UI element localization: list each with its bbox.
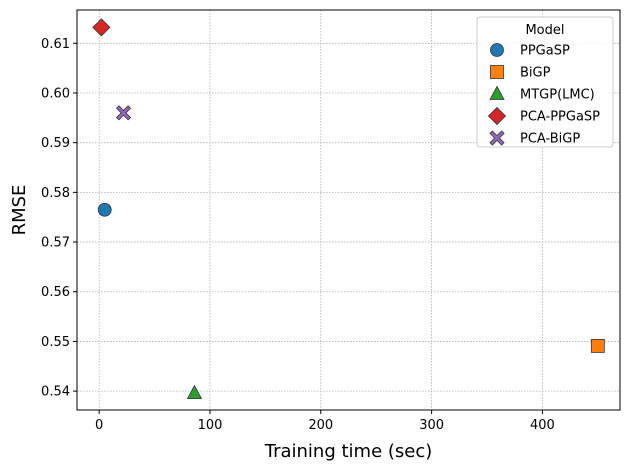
legend-title: Model — [525, 23, 564, 38]
plot-frame — [76, 9, 621, 411]
data-points — [92, 18, 605, 400]
y-tick-label: 0.59 — [41, 136, 70, 151]
legend-label-bigp: BiGP — [520, 66, 551, 81]
y-tick-label: 0.60 — [41, 86, 70, 101]
legend-label-mtgp-lmc: MTGP(LMC) — [520, 88, 595, 103]
point-bigp — [590, 339, 605, 353]
legend-marker-pca-ppgasp — [487, 106, 507, 126]
y-axis-ticks: 0.54 0.55 0.56 0.57 0.58 0.59 0.60 0.61 — [41, 37, 77, 400]
legend-label-pca-bigp: PCA-BiGP — [520, 132, 580, 147]
point-ppgasp — [97, 202, 112, 217]
grid-lines — [77, 10, 620, 410]
legend-marker-pca-bigp — [489, 130, 505, 146]
legend-box — [476, 16, 614, 148]
legend-label-pca-ppgasp: PCA-PPGaSP — [520, 110, 600, 125]
legend-marker-mtgp-lmc — [489, 85, 505, 100]
x-tick-label: 0 — [95, 418, 103, 433]
x-axis-ticks: 0 100 200 300 400 — [95, 410, 555, 433]
legend-marker-ppgasp — [490, 43, 504, 57]
x-axis-label: Training time (sec) — [264, 441, 433, 462]
legend-marker-bigp — [490, 65, 504, 79]
y-axis-label: RMSE — [9, 185, 30, 236]
point-pca-ppgasp — [92, 18, 111, 37]
y-tick-label: 0.61 — [41, 37, 70, 52]
x-tick-label: 200 — [308, 418, 333, 433]
x-tick-label: 100 — [198, 418, 223, 433]
legend-items: PPGaSP BiGP MTGP(LMC) PCA-PPGaSP PCA-BiGP — [487, 43, 600, 147]
y-tick-label: 0.56 — [41, 285, 70, 300]
point-mtgp-lmc — [186, 384, 203, 400]
y-tick-label: 0.54 — [41, 385, 70, 400]
point-pca-bigp — [115, 105, 132, 121]
y-tick-label: 0.58 — [41, 186, 70, 201]
legend: Model PPGaSP BiGP MTGP(LMC) PCA-PPGaSP PCA-B… — [476, 16, 614, 148]
y-tick-label: 0.55 — [41, 335, 70, 350]
x-tick-label: 400 — [530, 418, 555, 433]
legend-label-ppgasp: PPGaSP — [520, 44, 570, 59]
x-tick-label: 300 — [419, 418, 444, 433]
y-tick-label: 0.57 — [41, 236, 70, 251]
